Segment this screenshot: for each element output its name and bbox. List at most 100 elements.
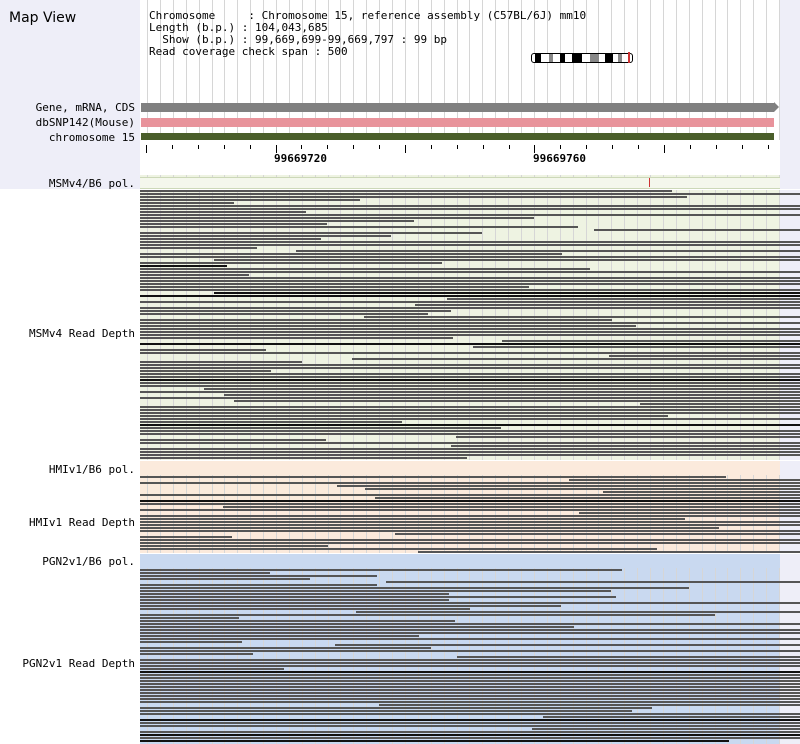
read bbox=[140, 457, 467, 459]
read bbox=[140, 698, 800, 700]
read bbox=[140, 289, 800, 291]
read bbox=[457, 656, 800, 658]
grid-line bbox=[147, 0, 148, 744]
read bbox=[140, 578, 310, 580]
read bbox=[640, 403, 800, 405]
ruler-label-2: 99669760 bbox=[533, 152, 586, 165]
read bbox=[140, 409, 800, 411]
read bbox=[140, 542, 800, 544]
read bbox=[140, 379, 800, 381]
grid-line bbox=[753, 0, 754, 744]
read bbox=[140, 701, 800, 703]
ruler: 99669720 99669760 bbox=[140, 140, 780, 175]
read bbox=[140, 421, 402, 423]
read bbox=[140, 214, 800, 216]
ruler-label-1: 99669720 bbox=[274, 152, 327, 165]
read bbox=[140, 650, 800, 652]
grid-line bbox=[560, 0, 561, 744]
read bbox=[447, 298, 800, 300]
read bbox=[140, 635, 419, 637]
read bbox=[140, 596, 616, 598]
read bbox=[140, 256, 800, 258]
ruler-tick bbox=[690, 145, 691, 149]
read bbox=[365, 488, 800, 490]
grid-line bbox=[702, 0, 703, 744]
read bbox=[140, 205, 800, 207]
grid-line bbox=[392, 0, 393, 744]
read bbox=[140, 349, 266, 351]
read bbox=[140, 373, 800, 375]
read bbox=[140, 247, 257, 249]
read bbox=[140, 725, 800, 727]
gene-track-bar[interactable] bbox=[141, 103, 774, 112]
read bbox=[140, 647, 431, 649]
read bbox=[140, 530, 800, 532]
read bbox=[473, 346, 800, 348]
msm-label-cell bbox=[0, 190, 140, 460]
read bbox=[140, 536, 232, 538]
read bbox=[140, 662, 800, 664]
separator bbox=[0, 553, 800, 554]
read bbox=[140, 509, 800, 511]
pgn-pol-row bbox=[140, 554, 780, 568]
read bbox=[140, 238, 321, 240]
read bbox=[140, 677, 800, 679]
grid-line bbox=[534, 0, 535, 744]
track-label-gene: Gene, mRNA, CDS bbox=[35, 101, 135, 114]
read bbox=[214, 259, 800, 261]
read bbox=[502, 340, 800, 342]
read bbox=[140, 587, 689, 589]
read bbox=[337, 485, 800, 487]
ideogram-position-marker bbox=[628, 52, 630, 63]
read bbox=[140, 328, 800, 330]
read bbox=[140, 626, 574, 628]
hmi-pol-row bbox=[140, 461, 780, 475]
chromosome-track-bar[interactable] bbox=[141, 133, 774, 142]
read bbox=[140, 199, 360, 201]
read bbox=[234, 400, 800, 402]
read bbox=[352, 358, 800, 360]
read bbox=[415, 304, 800, 306]
grid-line bbox=[547, 0, 548, 744]
read bbox=[140, 593, 449, 595]
grid-line bbox=[353, 0, 354, 744]
ruler-tick bbox=[534, 145, 535, 153]
read bbox=[140, 406, 800, 408]
grid-line bbox=[250, 0, 251, 744]
read bbox=[140, 244, 800, 246]
read bbox=[140, 617, 239, 619]
read bbox=[214, 292, 800, 294]
read bbox=[140, 584, 377, 586]
read bbox=[140, 367, 800, 369]
read bbox=[140, 196, 687, 198]
read bbox=[140, 295, 800, 297]
ruler-tick bbox=[483, 145, 484, 149]
read bbox=[140, 217, 534, 219]
info-show: Show (b.p.) : 99,669,699-99,669,797 : 99… bbox=[149, 33, 448, 46]
read bbox=[140, 424, 800, 426]
read bbox=[140, 638, 800, 640]
ruler-tick bbox=[327, 145, 328, 149]
read bbox=[223, 506, 800, 508]
read bbox=[140, 671, 800, 673]
grid-line bbox=[676, 0, 677, 744]
read bbox=[140, 539, 800, 541]
pgn-depth-label: PGN2v1 Read Depth bbox=[22, 657, 135, 670]
ruler-tick bbox=[250, 145, 251, 149]
grid-line bbox=[650, 0, 651, 744]
msm-snp-marker[interactable] bbox=[649, 178, 650, 187]
read bbox=[140, 476, 726, 478]
separator bbox=[0, 189, 800, 190]
read bbox=[140, 653, 253, 655]
read bbox=[140, 334, 800, 336]
dbsnp-track-bar[interactable] bbox=[141, 118, 774, 127]
read bbox=[594, 229, 800, 231]
read bbox=[335, 644, 800, 646]
read bbox=[140, 433, 800, 435]
read bbox=[140, 524, 800, 526]
grid-line bbox=[495, 0, 496, 744]
read bbox=[140, 602, 800, 604]
read bbox=[224, 394, 800, 396]
read bbox=[140, 680, 800, 682]
read bbox=[356, 611, 800, 613]
